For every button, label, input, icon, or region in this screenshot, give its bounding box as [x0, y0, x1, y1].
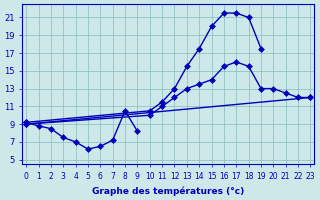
X-axis label: Graphe des températures (°c): Graphe des températures (°c): [92, 186, 244, 196]
